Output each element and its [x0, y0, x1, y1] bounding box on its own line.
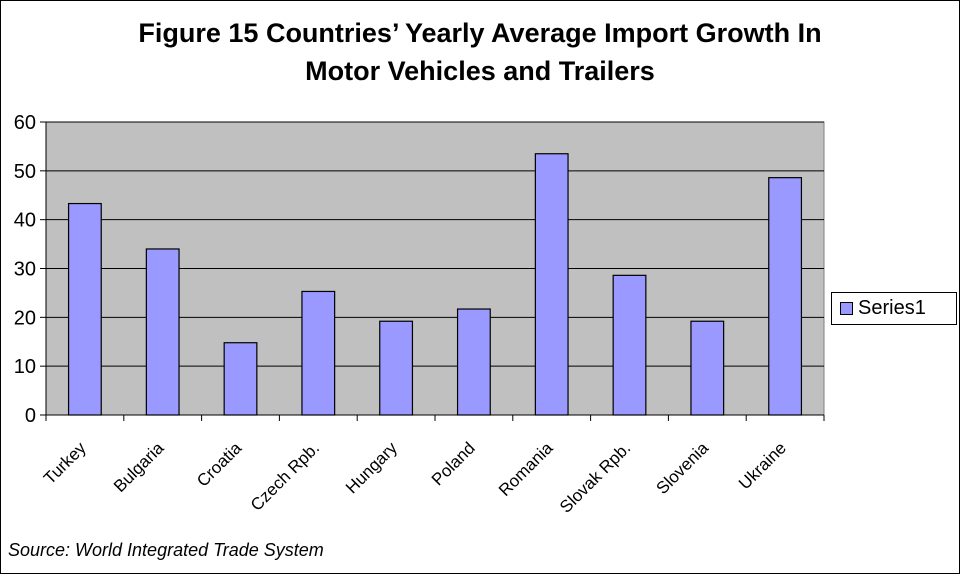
x-tick-label: Bulgaria	[110, 438, 168, 496]
bar	[768, 177, 803, 416]
x-tick-label: Ukraine	[735, 438, 790, 493]
y-tick-label: 20	[14, 307, 36, 329]
bar	[456, 308, 491, 416]
bar	[67, 202, 102, 416]
y-tick-label: 50	[14, 161, 36, 183]
bar	[612, 274, 647, 416]
x-tick-label: Croatia	[193, 438, 246, 491]
bar	[690, 320, 725, 416]
bar	[379, 320, 414, 416]
y-tick-label: 0	[25, 405, 36, 427]
y-tick-label: 10	[14, 356, 36, 378]
chart-title-line2: Motor Vehicles and Trailers	[305, 56, 655, 86]
y-tick-label: 30	[14, 259, 36, 281]
x-tick-label: Slovenia	[653, 438, 713, 498]
y-tick-label: 60	[14, 112, 36, 134]
x-tick-label: Slovak Rpb.	[556, 438, 634, 516]
legend-label: Series1	[858, 297, 926, 319]
chart-title: Figure 15 Countries’ Yearly Average Impo…	[60, 14, 900, 90]
legend-swatch	[840, 302, 853, 315]
x-tick-label: Czech Rpb.	[247, 438, 323, 514]
x-tick-label: Poland	[428, 438, 479, 489]
x-tick-label: Turkey	[40, 438, 90, 488]
legend: Series1	[831, 292, 957, 325]
x-tick-label: Hungary	[342, 438, 401, 497]
y-tick-label: 40	[14, 210, 36, 232]
chart-title-line1: Figure 15 Countries’ Yearly Average Impo…	[138, 18, 822, 48]
x-tick-label: Romania	[495, 438, 557, 500]
bar	[301, 290, 336, 416]
bar	[534, 153, 569, 416]
source-note: Source: World Integrated Trade System	[8, 540, 324, 560]
bar	[223, 342, 258, 416]
bar	[145, 248, 180, 416]
